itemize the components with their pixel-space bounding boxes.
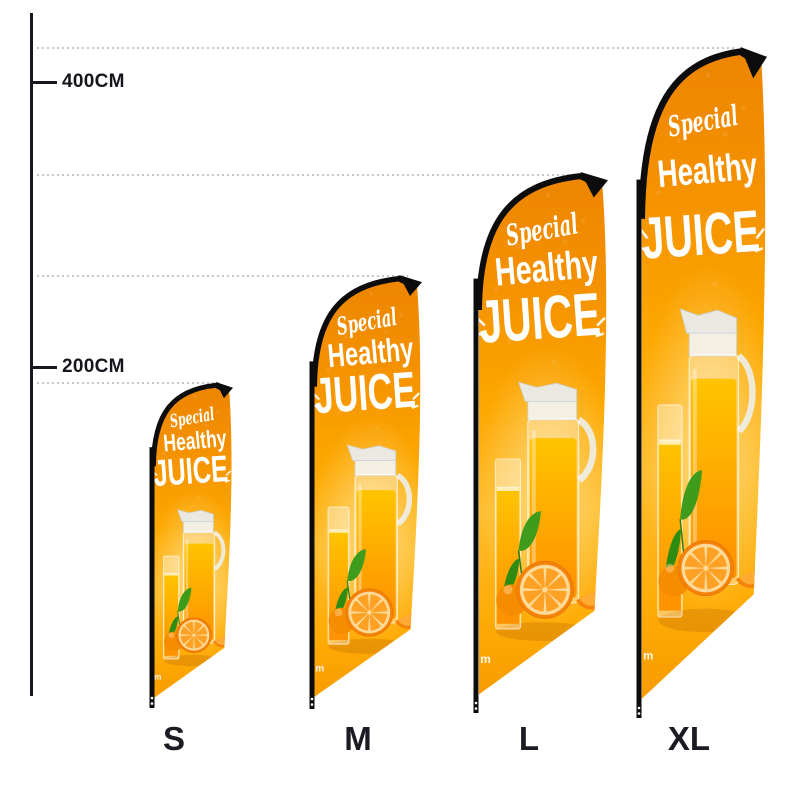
flag-watermark: m	[315, 664, 324, 675]
leaf-upper	[177, 587, 192, 612]
pitcher-collar	[354, 460, 397, 476]
flag-word-juice: JUICE	[152, 447, 229, 494]
pitcher-handle	[736, 353, 756, 434]
juice-deco-left	[479, 316, 487, 338]
pitcher-handle	[395, 472, 413, 527]
pitcher-collar	[688, 332, 737, 357]
flag-top-cap	[399, 275, 422, 296]
flag-top-cap	[740, 47, 767, 79]
juice-deco-left	[314, 392, 321, 409]
size-label-l: L	[518, 720, 540, 757]
flag-watermark: m	[154, 673, 161, 682]
pitcher-juice	[184, 543, 214, 640]
size-label-xl: XL	[667, 720, 711, 757]
height-guide-line-l	[37, 174, 585, 176]
flag-sleeve	[311, 275, 418, 387]
measure-axis-line	[30, 13, 33, 696]
height-guide-line-m	[37, 275, 408, 277]
flag-pole	[636, 179, 642, 719]
flag-word-healthy: Healthy	[656, 145, 760, 197]
flag-sleeve	[150, 382, 230, 467]
leaf-upper	[518, 511, 541, 551]
orange-slice	[345, 588, 394, 637]
flag-sleeve	[638, 48, 762, 219]
height-guide-line-s	[37, 382, 222, 384]
flag-top-cap	[580, 172, 608, 198]
pitcher-juice	[356, 490, 396, 619]
orange-slice	[176, 617, 212, 654]
tick-label-200cm: 200CM	[62, 356, 125, 377]
flag-pole	[309, 361, 315, 709]
tick-label-400cm: 400CM	[62, 71, 125, 92]
juice-deco-left	[641, 227, 650, 253]
flag-sleeve	[476, 173, 603, 311]
flag-watermark: m	[643, 651, 653, 663]
orange-slice	[516, 560, 574, 619]
pitcher-handle	[576, 416, 597, 483]
flag-top-cap	[215, 382, 233, 399]
leaf-upper	[347, 549, 366, 582]
pitcher-collar	[527, 401, 578, 421]
pitcher-juice	[691, 378, 737, 578]
height-guide-line-xl	[37, 47, 737, 49]
pitcher-juice	[529, 438, 577, 598]
flag-word-juice: JUICE	[477, 280, 603, 356]
flag-watermark: m	[480, 652, 491, 666]
flag-word-juice: JUICE	[640, 199, 762, 272]
leaf-upper	[680, 470, 702, 520]
pitcher-collar	[183, 521, 214, 533]
pitcher-handle	[213, 530, 226, 571]
juice-deco-right	[411, 392, 421, 409]
flag-pole	[473, 278, 479, 713]
juice-deco-right	[595, 316, 606, 338]
orange-slice	[677, 540, 734, 597]
juice-deco-right	[754, 227, 766, 253]
flag-word-healthy: Healthy	[493, 242, 599, 295]
flag-pole	[149, 447, 155, 708]
juice-deco-right	[224, 470, 232, 483]
flag-word-healthy: Healthy	[162, 425, 228, 457]
flag-word-juice: JUICE	[312, 360, 417, 424]
tick-mark-200cm	[30, 366, 57, 369]
size-label-s: S	[162, 720, 186, 757]
size-label-m: M	[344, 720, 372, 757]
tick-mark-400cm	[30, 81, 57, 84]
flag-word-healthy: Healthy	[326, 330, 415, 374]
